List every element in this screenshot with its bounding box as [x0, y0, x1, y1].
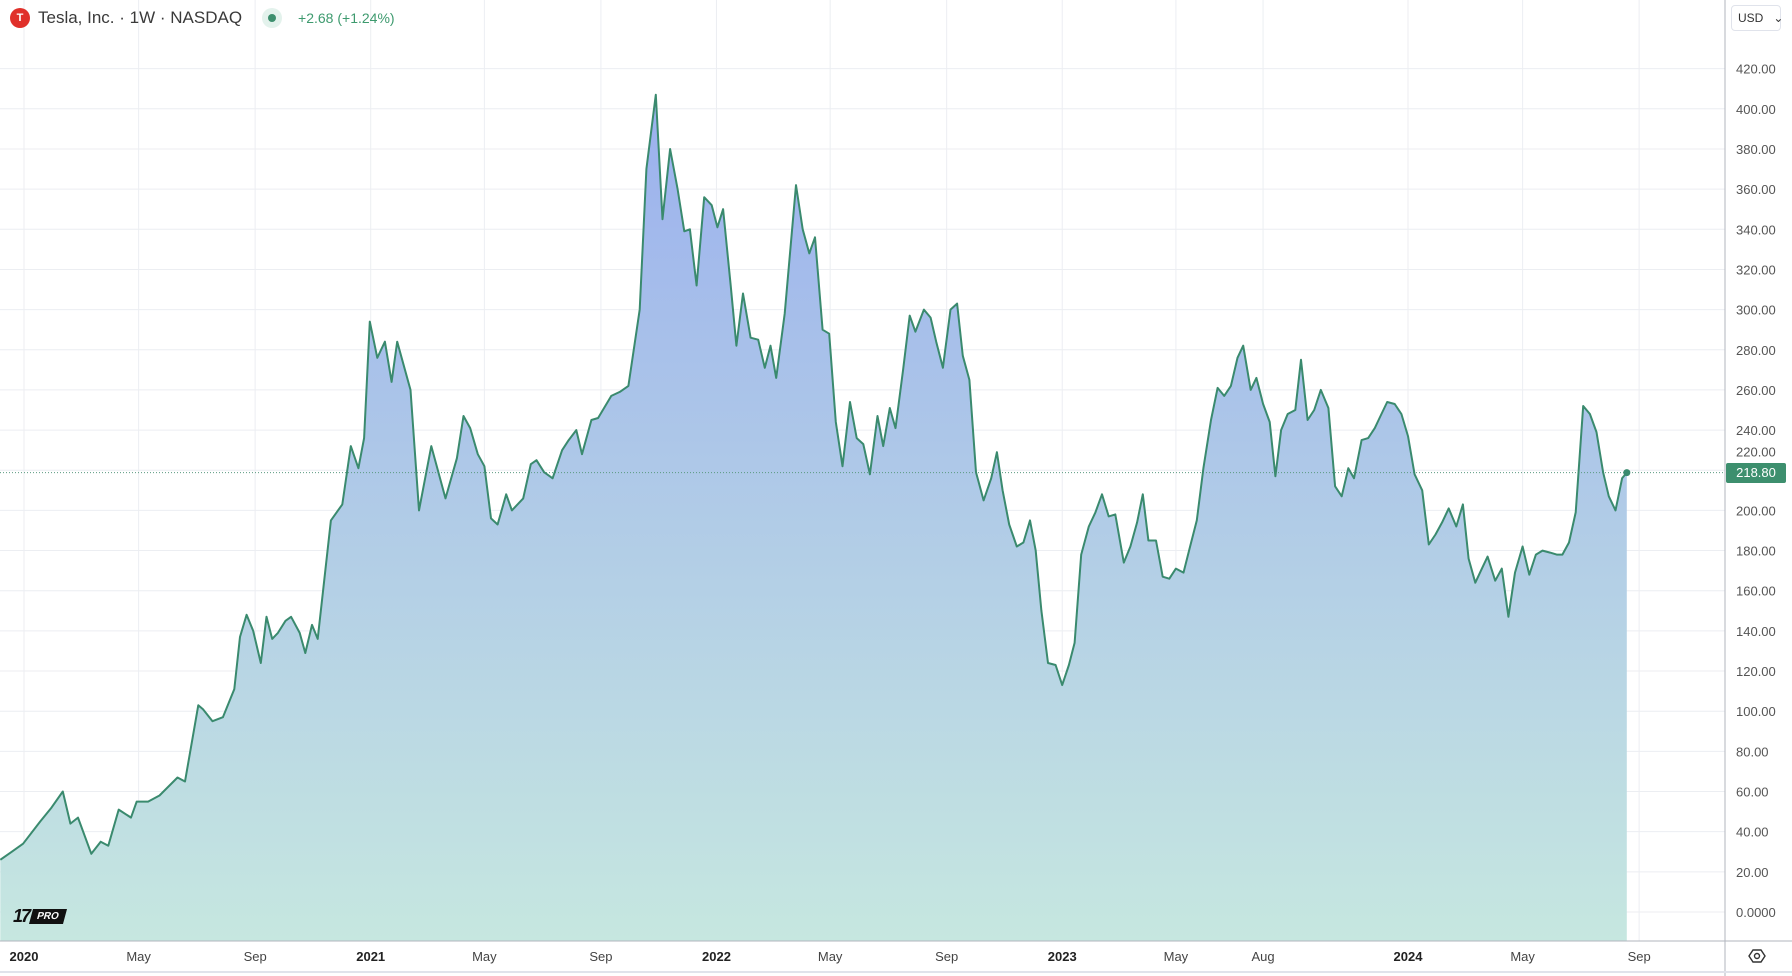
symbol-header: T Tesla, Inc. · 1W · NASDAQ +2.68 (+1.24…	[10, 6, 395, 30]
settings-icon[interactable]	[1748, 947, 1766, 965]
y-tick-label: 260.00	[1736, 383, 1776, 398]
y-tick-label: 380.00	[1736, 142, 1776, 157]
y-tick-label: 400.00	[1736, 102, 1776, 117]
y-tick-label: 60.00	[1736, 785, 1769, 800]
chevron-down-icon: ⌄	[1773, 11, 1784, 25]
last-price-dot	[1623, 469, 1631, 477]
y-tick-label: 240.00	[1736, 423, 1776, 438]
price-area-fill	[0, 94, 1627, 941]
x-tick-label: 2021	[356, 949, 385, 964]
x-tick-label: May	[1164, 949, 1189, 964]
pro-badge: PRO	[29, 908, 67, 924]
y-tick-label: 220.00	[1736, 445, 1776, 460]
y-tick-label: 0.0000	[1736, 905, 1776, 920]
time-axis[interactable]: 2020 May Sep 2021 May Sep 2022 May Sep 2023 May Aug…	[10, 949, 1651, 964]
y-tick-label: 340.00	[1736, 222, 1776, 237]
price-change: +2.68 (+1.24%)	[298, 10, 395, 26]
currency-label: USD	[1738, 11, 1764, 25]
x-tick-label: 2022	[702, 949, 731, 964]
symbol-title[interactable]: Tesla, Inc. · 1W · NASDAQ	[38, 8, 243, 27]
y-tick-label: 40.00	[1736, 825, 1769, 840]
market-status-dot-icon[interactable]	[262, 8, 283, 28]
y-tick-label: 300.00	[1736, 303, 1776, 318]
tradingview-pro-logo[interactable]: 17 PRO	[13, 905, 67, 926]
y-tick-label: 420.00	[1736, 62, 1776, 77]
x-tick-label: Sep	[1628, 949, 1651, 964]
price-axis[interactable]: 420.00 400.00 380.00 360.00 340.00 320.00 300.…	[1736, 62, 1776, 920]
x-tick-label: 2020	[10, 949, 39, 964]
y-tick-label: 360.00	[1736, 182, 1776, 197]
y-tick-label: 120.00	[1736, 664, 1776, 679]
x-tick-label: 2024	[1394, 949, 1424, 964]
x-tick-label: 2023	[1048, 949, 1077, 964]
y-tick-label: 160.00	[1736, 584, 1776, 599]
y-tick-label: 320.00	[1736, 262, 1776, 277]
x-tick-label: Sep	[589, 949, 612, 964]
x-tick-label: Sep	[244, 949, 267, 964]
x-tick-label: Sep	[935, 949, 958, 964]
x-tick-label: Aug	[1251, 949, 1274, 964]
x-tick-label: May	[1510, 949, 1535, 964]
y-tick-label: 100.00	[1736, 704, 1776, 719]
tradingview-logo-icon: 17	[13, 905, 31, 926]
y-tick-label: 180.00	[1736, 544, 1776, 559]
x-tick-label: May	[472, 949, 497, 964]
y-tick-label: 280.00	[1736, 343, 1776, 358]
price-line	[0, 93, 1628, 861]
x-tick-label: May	[126, 949, 151, 964]
y-tick-label: 20.00	[1736, 865, 1769, 880]
y-tick-label: 140.00	[1736, 624, 1776, 639]
tesla-logo-icon: T	[10, 8, 30, 28]
y-tick-label: 80.00	[1736, 744, 1769, 759]
y-tick-label: 200.00	[1736, 503, 1776, 518]
last-price-badge: 218.80	[1726, 462, 1786, 483]
currency-select[interactable]: USD ⌄	[1731, 5, 1784, 31]
x-tick-label: May	[818, 949, 843, 964]
